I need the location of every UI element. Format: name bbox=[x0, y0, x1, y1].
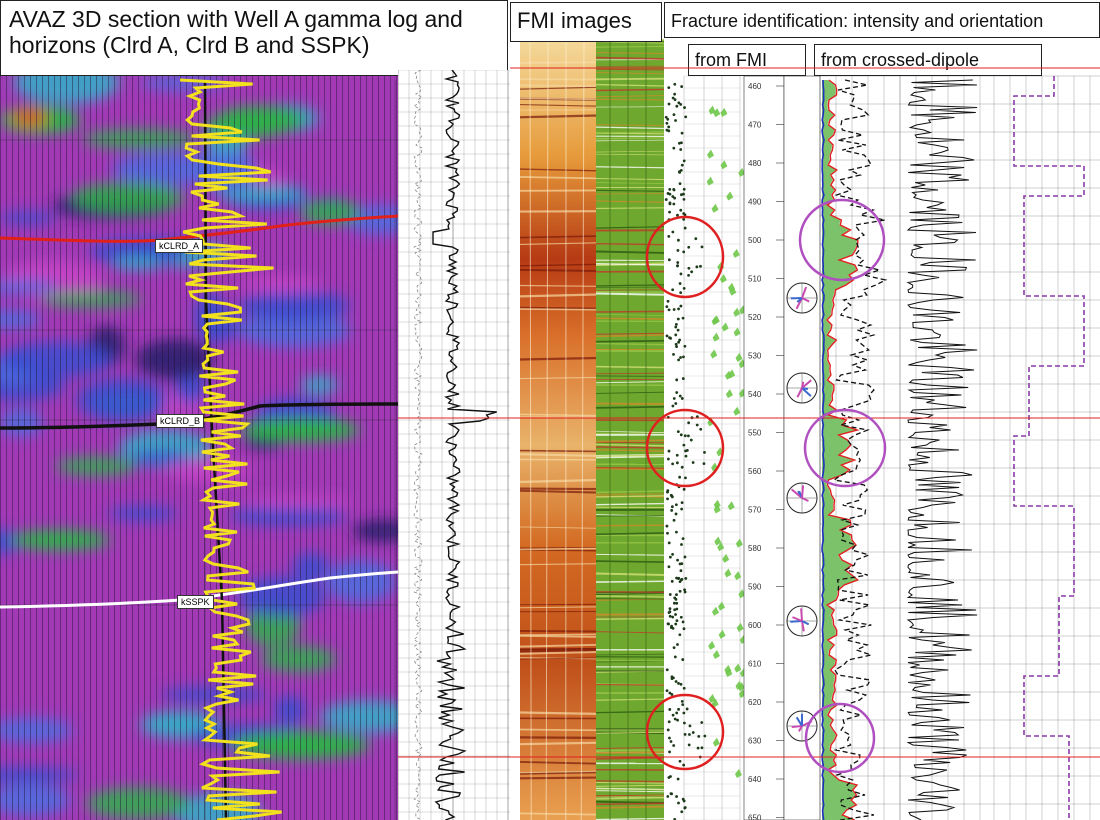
depth-tick-label: 630 bbox=[748, 737, 762, 746]
rose-diagram-icon bbox=[786, 482, 818, 514]
rose-diagram-icon bbox=[786, 605, 818, 637]
depth-tick-label: 470 bbox=[748, 121, 762, 130]
fracture-zone-circle-dipole-3 bbox=[804, 702, 876, 774]
well-a-gamma-log bbox=[180, 78, 282, 820]
depth-tick-label: 580 bbox=[748, 544, 762, 553]
depth-tick-label: 610 bbox=[748, 660, 762, 669]
depth-tick-label: 600 bbox=[748, 621, 762, 630]
rose-diagram-icon bbox=[786, 282, 818, 314]
depth-tick-label: 520 bbox=[748, 313, 762, 322]
horizon-label-sspk: kSSPK bbox=[177, 595, 214, 609]
depth-tick-label: 550 bbox=[748, 429, 762, 438]
depth-tick-label: 480 bbox=[748, 159, 762, 168]
from-fmi-label: from FMI bbox=[688, 44, 806, 76]
fracture-zone-circle-fmi-2 bbox=[645, 408, 725, 488]
fracture-zone-circle-fmi-3 bbox=[645, 693, 725, 771]
avaz-seismic-section: kCLRD_A kCLRD_B kSSPK bbox=[0, 0, 398, 820]
depth-tick-label: 570 bbox=[748, 506, 762, 515]
gamma-log-track bbox=[398, 70, 510, 820]
rose-diagram-icon bbox=[786, 372, 818, 404]
depth-tick-label: 620 bbox=[748, 698, 762, 707]
fracture-panel: 460 470 480 490 500 510 520 530 540 550 560 570 580 5… bbox=[664, 36, 1100, 820]
depth-tick-label: 590 bbox=[748, 583, 762, 592]
depth-tick-label: 540 bbox=[748, 390, 762, 399]
horizon-sspk-line bbox=[0, 570, 398, 609]
avaz-title: AVAZ 3D section with Well A gamma log an… bbox=[0, 0, 508, 76]
fracture-tracks: 460 470 480 490 500 510 520 530 540 550 560 570 580 5… bbox=[664, 75, 1100, 820]
horizon-label-clrd-a: kCLRD_A bbox=[155, 239, 204, 253]
fracture-zone-circle-fmi-1 bbox=[645, 215, 725, 299]
depth-tick-label: 650 bbox=[748, 814, 762, 820]
depth-tick-label: 510 bbox=[748, 275, 762, 284]
rose-diagram-icon bbox=[786, 710, 818, 742]
depth-tick-label: 460 bbox=[748, 82, 762, 91]
from-crossed-dipole-label: from crossed-dipole bbox=[814, 44, 1042, 76]
depth-tick-label: 640 bbox=[748, 775, 762, 784]
depth-tick-label: 490 bbox=[748, 198, 762, 207]
fracture-zone-circle-dipole-1 bbox=[798, 198, 886, 282]
fracture-zone-circle-dipole-2 bbox=[803, 408, 887, 488]
depth-tick-label: 530 bbox=[748, 352, 762, 361]
avaz-seismic-image bbox=[0, 0, 398, 820]
gamma-log-track-plot bbox=[398, 70, 510, 820]
horizon-clrd-a-line bbox=[0, 214, 398, 243]
depth-tick-label: 560 bbox=[748, 467, 762, 476]
horizon-label-clrd-b: kCLRD_B bbox=[156, 414, 205, 428]
fracture-title: Fracture identification: intensity and o… bbox=[664, 2, 1100, 38]
depth-tick-label: 500 bbox=[748, 236, 762, 245]
fmi-title: FMI images bbox=[510, 2, 662, 42]
